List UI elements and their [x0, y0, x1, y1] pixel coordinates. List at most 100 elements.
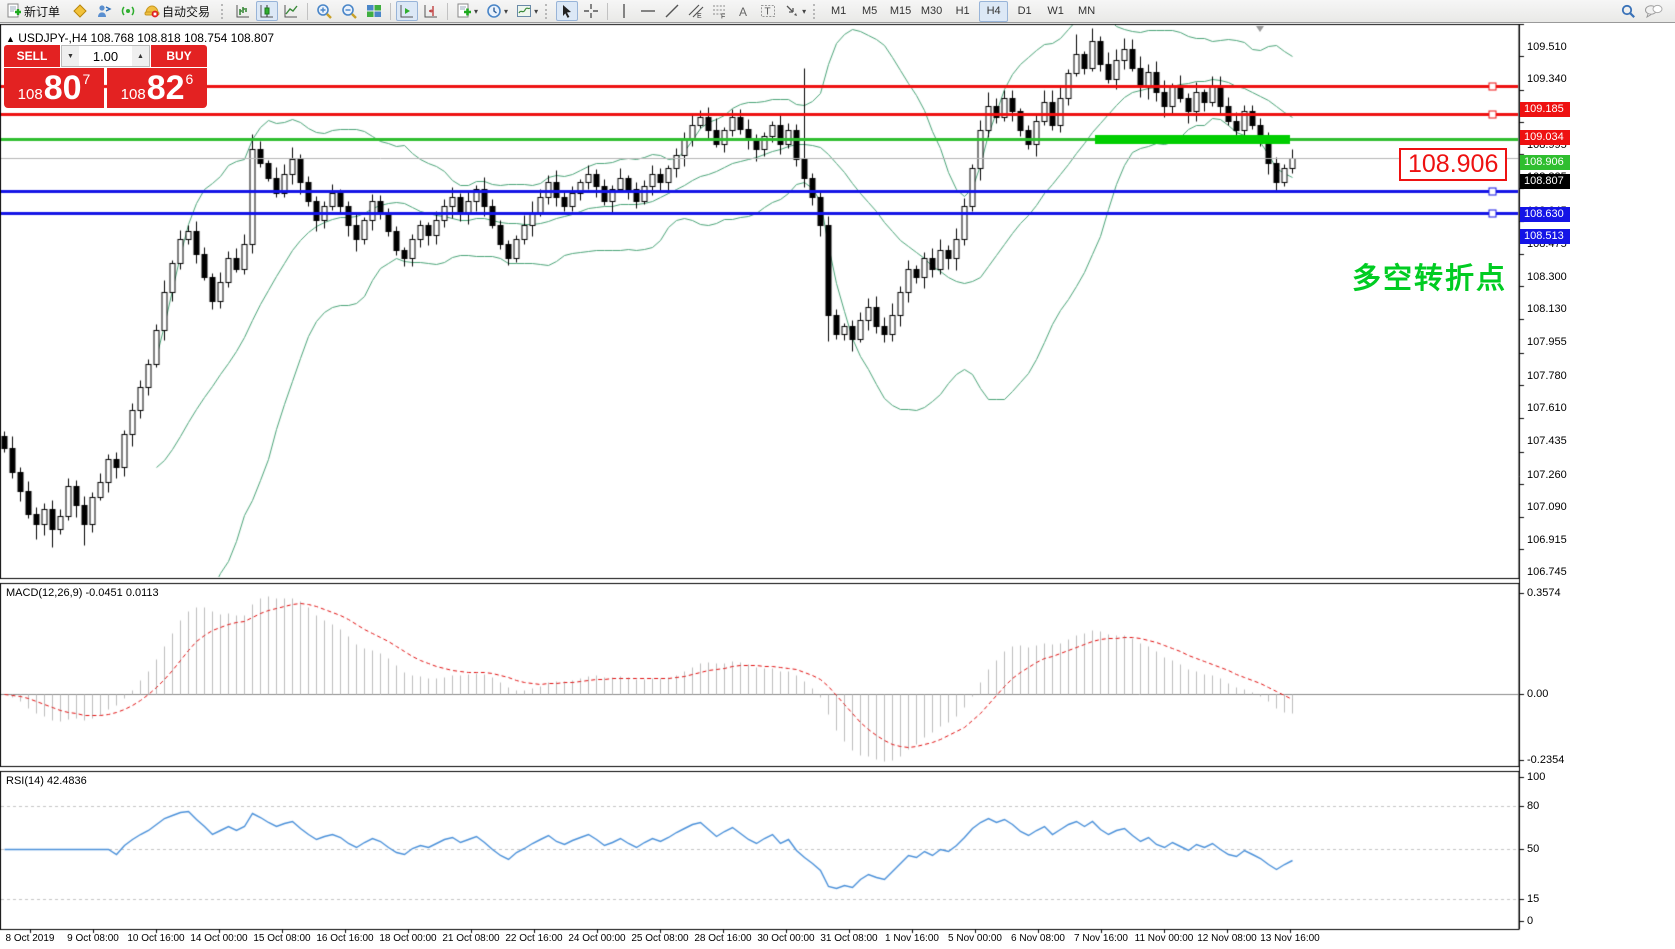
periods-button[interactable]: ▾: [483, 1, 511, 21]
timeframe-h4[interactable]: H4: [979, 0, 1009, 22]
svg-text:A: A: [739, 5, 747, 19]
zoom-out-button[interactable]: [338, 1, 361, 21]
price-tick-label: 107.955: [1527, 335, 1567, 348]
timeframe-m15[interactable]: M15: [889, 5, 912, 17]
time-tick-label: 13 Nov 16:00: [1260, 933, 1320, 944]
chart-shift-button[interactable]: [420, 1, 442, 21]
zoom-in-button[interactable]: [313, 1, 336, 21]
templates-button[interactable]: ▾: [513, 1, 541, 21]
tile-windows-button[interactable]: [363, 1, 385, 21]
time-tick-label: 22 Oct 16:00: [505, 933, 563, 944]
price-tick-label: 107.780: [1527, 369, 1567, 382]
new-order-button[interactable]: 新订单: [3, 1, 67, 21]
svg-text:F: F: [721, 14, 725, 20]
text-icon: A: [739, 5, 747, 19]
buy-price-big: 82: [146, 69, 185, 107]
crosshair-button[interactable]: [580, 1, 602, 21]
toolbar-separator: [307, 2, 309, 20]
trendline-button[interactable]: [661, 1, 683, 21]
timeframe-h1[interactable]: H1: [955, 5, 970, 17]
bar-chart-button[interactable]: [232, 1, 254, 21]
time-tick-label: 21 Oct 08:00: [442, 933, 500, 944]
text-label-button[interactable]: T: [757, 1, 779, 21]
price-tick-label: 0: [1527, 914, 1534, 927]
price-annotation-box[interactable]: 108.906: [1399, 148, 1508, 181]
tile-windows-icon: [367, 5, 382, 17]
line-chart-button[interactable]: [280, 1, 302, 21]
search-button[interactable]: [1617, 1, 1639, 21]
sell-price-button[interactable]: 108 80 7: [4, 68, 104, 108]
timeframe-m1[interactable]: M1: [830, 5, 847, 17]
volume-increase-button[interactable]: ▲: [132, 46, 149, 66]
chart-plot[interactable]: [0, 23, 1675, 949]
chat-button[interactable]: [1641, 1, 1666, 21]
collapse-panel-icon[interactable]: ▲: [6, 34, 15, 44]
time-tick-label: 10 Oct 16:00: [127, 933, 185, 944]
autotrade-button[interactable]: 自动交易: [141, 1, 217, 21]
time-tick-label: 9 Oct 08:00: [67, 933, 119, 944]
chart-ohlc-values: 108.768 108.818 108.754 108.807: [90, 31, 275, 45]
chart-symbol-period: USDJPY-,H4: [18, 31, 88, 45]
zoom-in-icon: [317, 3, 332, 19]
time-tick-label: 12 Nov 08:00: [1197, 933, 1257, 944]
buy-button[interactable]: BUY: [151, 45, 207, 67]
candlestick-chart-button[interactable]: [256, 1, 279, 21]
dropdown-caret-icon: ▾: [534, 6, 539, 16]
timeframe-d1[interactable]: D1: [1017, 5, 1032, 17]
cursor-icon: [563, 4, 572, 18]
price-tick-label: 107.435: [1527, 434, 1567, 447]
arrows-button[interactable]: ▾: [781, 1, 809, 21]
timeframe-m30[interactable]: M30: [920, 5, 943, 17]
dropdown-caret-icon: ▾: [802, 6, 807, 16]
text-button[interactable]: A: [733, 1, 755, 21]
time-tick-label: 14 Oct 00:00: [190, 933, 248, 944]
autotrade-label: 自动交易: [162, 4, 211, 19]
time-tick-label: 1 Nov 16:00: [885, 933, 939, 944]
time-tick-label: 25 Oct 08:00: [631, 933, 689, 944]
price-line-label: 108.906: [1520, 154, 1570, 170]
time-tick-label: 31 Oct 08:00: [820, 933, 878, 944]
horizontal-line-icon: [641, 10, 656, 12]
fibonacci-icon: F: [713, 5, 725, 20]
vertical-line-icon: [623, 4, 625, 18]
svg-text:T: T: [765, 7, 771, 18]
price-tick-label: 106.915: [1527, 533, 1567, 546]
price-tick-label: 108.130: [1527, 302, 1567, 315]
timeframe-w1[interactable]: W1: [1047, 5, 1064, 17]
auto-scroll-icon: [400, 5, 414, 18]
equidistant-channel-button[interactable]: E: [685, 1, 707, 21]
price-line-label: 108.807: [1520, 173, 1570, 189]
turning-point-text[interactable]: 多空转折点: [1352, 263, 1508, 295]
trendline-icon: [665, 4, 679, 18]
fibonacci-button[interactable]: F: [709, 1, 731, 21]
volume-input[interactable]: 1.00: [79, 46, 132, 66]
volume-stepper: ▼ 1.00 ▲: [61, 45, 150, 67]
sell-button[interactable]: SELL: [4, 45, 60, 67]
chat-icon: [1645, 4, 1663, 19]
time-tick-label: 24 Oct 00:00: [568, 933, 626, 944]
autotrade-icon: [144, 5, 160, 18]
buy-price-button[interactable]: 108 82 6: [107, 68, 207, 108]
price-tick-label: 107.090: [1527, 500, 1567, 513]
timeframe-mn[interactable]: MN: [1078, 5, 1096, 17]
vertical-line-button[interactable]: [613, 1, 635, 21]
terminal-button[interactable]: [93, 1, 115, 21]
main-toolbar: 新订单 自动交易 ▾ ▾: [0, 0, 1675, 23]
signals-button[interactable]: [117, 1, 139, 21]
crosshair-icon: [584, 4, 599, 18]
signal-icon: [121, 6, 135, 16]
time-tick-label: 30 Oct 00:00: [757, 933, 815, 944]
cursor-button[interactable]: [556, 1, 579, 21]
indicators-button[interactable]: ▾: [453, 1, 481, 21]
horizontal-line-button[interactable]: [637, 1, 659, 21]
volume-decrease-button[interactable]: ▼: [62, 46, 79, 66]
price-tick-label: 109.510: [1527, 40, 1567, 53]
timeframe-m5[interactable]: M5: [861, 5, 878, 17]
new-order-label: 新订单: [24, 4, 61, 19]
price-line-label: 108.630: [1520, 206, 1570, 222]
auto-scroll-button[interactable]: [396, 1, 419, 21]
price-line-label: 108.513: [1520, 228, 1570, 244]
chart-shift-icon: [424, 5, 438, 18]
price-tick-label: 107.260: [1527, 468, 1567, 481]
mql5-button[interactable]: [69, 1, 91, 21]
